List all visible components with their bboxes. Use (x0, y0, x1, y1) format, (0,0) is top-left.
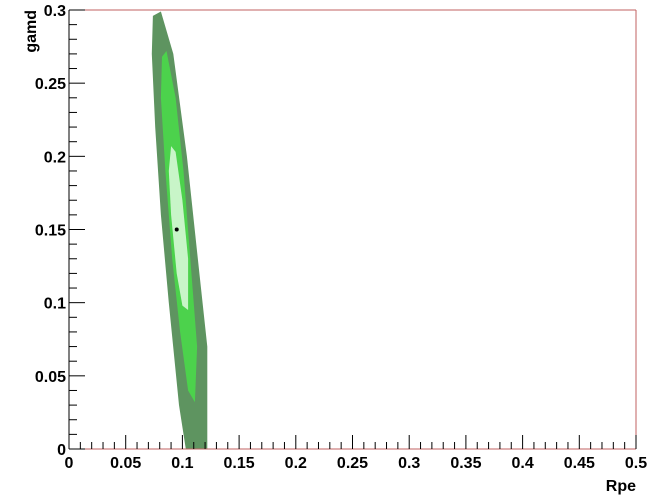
x-tick-label: 0.1 (171, 455, 193, 472)
x-tick-label: 0.4 (511, 455, 533, 472)
x-tick-label: 0.35 (450, 455, 481, 472)
y-tick-label: 0.15 (35, 223, 66, 240)
contour-layer (151, 11, 208, 449)
y-axis-title: gamd (23, 10, 40, 53)
x-tick-label: 0.15 (224, 455, 255, 472)
y-tick-label: 0.3 (44, 3, 66, 20)
x-tick-label: 0.05 (110, 455, 141, 472)
x-axis-title: Rpe (606, 478, 636, 495)
axis-ticks (68, 9, 637, 450)
best-fit-layer (174, 227, 179, 232)
y-tick-label: 0.1 (44, 296, 66, 313)
x-tick-label: 0.25 (337, 455, 368, 472)
x-tick-label: 0 (65, 455, 74, 472)
best-fit-point (174, 227, 179, 232)
y-tick-label: 0 (57, 442, 66, 459)
x-tick-label: 0.3 (398, 455, 420, 472)
x-tick-label: 0.45 (564, 455, 595, 472)
x-tick-label: 0.2 (285, 455, 307, 472)
contour-inner (168, 146, 189, 310)
x-tick-label: 0.5 (625, 455, 647, 472)
y-tick-label: 0.25 (35, 76, 66, 93)
y-tick-label: 0.2 (44, 149, 66, 166)
tick-labels: 0 0.05 0.1 0.15 0.2 0.25 0.3 0.35 0.4 0.45 0.5 0 0.0… (35, 3, 647, 472)
y-tick-label: 0.05 (35, 369, 66, 386)
